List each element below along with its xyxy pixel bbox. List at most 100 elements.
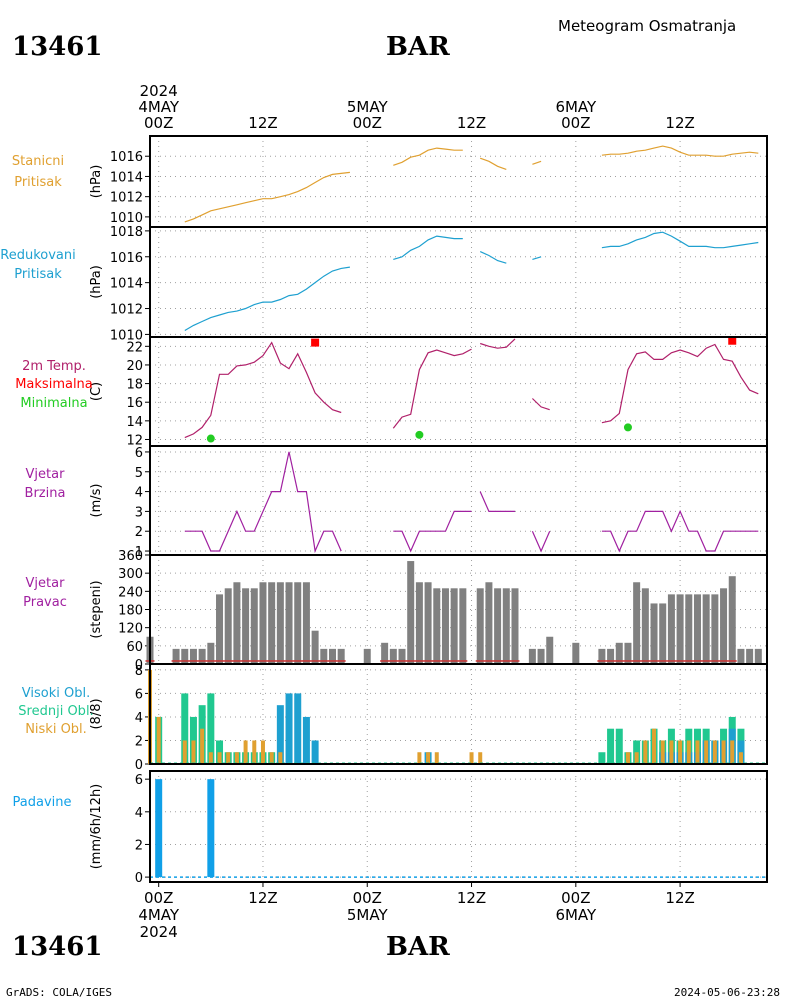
clouds-label: Niski Obl.	[25, 722, 87, 737]
cloud-bar-low	[469, 752, 474, 764]
bottom-time-label: 00Z	[353, 889, 382, 907]
wind-direction-ytick-label: 0	[135, 658, 143, 673]
tmin-marker	[206, 434, 215, 443]
reduced-pressure-ytick-label: 1016	[110, 251, 143, 266]
wind-direction-ytick-label: 240	[118, 585, 143, 600]
wind-speed-ytick-label: 2	[135, 525, 143, 540]
reduced-pressure-label: Redukovani	[0, 248, 75, 263]
wind-direction-bar	[615, 642, 623, 664]
cloud-bar-mid	[181, 693, 189, 764]
temperature-label: Minimalna	[20, 396, 87, 411]
wind-direction-bar	[337, 648, 345, 664]
wind-direction-bar	[607, 648, 615, 664]
wind-direction-bar	[650, 603, 658, 664]
cloud-bar-mid	[615, 728, 623, 764]
station-pressure-panel: 1010 1012 1014 1016 (hPa) Stanicni Pritisak	[12, 135, 768, 228]
cloud-bar-low	[200, 728, 205, 764]
cloud-bar-mid	[207, 693, 215, 764]
cloud-bar-low	[156, 716, 161, 764]
temperature-frame	[149, 336, 768, 447]
wind-direction-label: Vjetar	[26, 576, 66, 591]
cloud-bar-high	[294, 693, 302, 764]
station-name-top: BAR	[386, 32, 450, 62]
wind-direction-bar	[633, 582, 641, 664]
bottom-time-label: 12Z	[665, 889, 694, 907]
cloud-bar-low	[625, 752, 630, 764]
cloud-bar-low	[712, 740, 717, 764]
wind-direction-panel: 0 60 120 180 240 300 360 (stepeni) Vjetar Pravac	[23, 549, 768, 673]
cloud-bar-low	[695, 740, 700, 764]
wind-direction-bar	[433, 588, 441, 664]
wind-speed-ytick-label: 3	[135, 505, 143, 520]
wind-direction-bar	[476, 588, 484, 664]
top-time-label: 12Z	[457, 114, 486, 132]
timestamp-text: 2024-05-06-23:28	[674, 986, 780, 999]
reduced-pressure-ytick-label: 1018	[110, 225, 143, 240]
tmin-marker	[415, 430, 424, 439]
clouds-ytick-label: 0	[135, 758, 143, 773]
station-pressure-label: Stanicni	[12, 154, 64, 169]
station-pressure-label: Pritisak	[14, 175, 62, 190]
wind-speed-ytick-label: 5	[135, 466, 143, 481]
station-pressure-ytick-label: 1012	[110, 191, 143, 206]
wind-direction-bar	[667, 594, 675, 664]
cloud-bar-low	[730, 740, 735, 764]
wind-speed-label: Brzina	[25, 486, 66, 501]
wind-direction-bar	[276, 582, 284, 664]
cloud-bar-mid	[607, 728, 615, 764]
precip-bar	[207, 779, 215, 878]
cloud-bar-low	[243, 740, 248, 764]
cloud-bar-low	[686, 740, 691, 764]
wind-direction-bar	[250, 588, 258, 664]
wind-direction-bar	[328, 648, 336, 664]
temperature-ytick-label: 14	[126, 415, 143, 430]
wind-direction-bar	[494, 588, 502, 664]
top-time-label: 00Z	[144, 114, 173, 132]
station-pressure-ytick-label: 1014	[110, 170, 143, 185]
wind-direction-bar	[641, 588, 649, 664]
cloud-bar-mid	[598, 752, 606, 764]
wind-direction-bar	[441, 588, 449, 664]
wind-speed-panel: 1 2 3 4 5 6 (m/s) Vjetar Brzina	[25, 445, 768, 560]
bottom-time-label: 00Z	[144, 889, 173, 907]
temperature-panel: 12 14 16 18 20 22 (C)2m Temp. Maksimalna Minimal…	[15, 336, 768, 448]
cloud-bar-low	[738, 752, 743, 764]
clouds-label: Srednji Obl.	[18, 704, 93, 719]
wind-direction-bar	[424, 582, 432, 664]
cloud-bar-low	[191, 740, 196, 764]
wind-speed-frame	[149, 445, 768, 556]
wind-direction-bar	[737, 648, 745, 664]
tmin-marker	[623, 423, 632, 432]
credit-text: GrADS: COLA/IGES	[6, 986, 112, 999]
wind-direction-bar	[302, 582, 310, 664]
precipitation-ytick-label: 4	[135, 806, 143, 821]
wind-direction-bar	[485, 582, 493, 664]
wind-direction-bar	[268, 582, 276, 664]
cloud-bar-high	[285, 693, 293, 764]
top-time-label: 6MAY	[555, 98, 597, 116]
clouds-ylabel: (8/8)	[89, 698, 104, 729]
wind-direction-bar	[720, 588, 728, 664]
wind-direction-bar	[702, 594, 710, 664]
reduced-pressure-ytick-label: 1014	[110, 277, 143, 292]
wind-direction-bar	[189, 648, 197, 664]
cloud-bar-low	[252, 740, 257, 764]
precipitation-label: Padavine	[13, 795, 72, 810]
cloud-bar-high	[311, 740, 319, 764]
wind-direction-bar	[198, 648, 206, 664]
wind-direction-bar	[320, 648, 328, 664]
bottom-time-label: 2024	[140, 923, 178, 941]
cloud-bar-low	[260, 740, 265, 764]
reduced-pressure-frame	[149, 226, 768, 338]
temperature-label: 2m Temp.	[22, 359, 86, 374]
top-time-label: 00Z	[353, 114, 382, 132]
top-time-label: 4MAY	[138, 98, 180, 116]
cloud-bar-low	[660, 740, 665, 764]
clouds-ytick-label: 4	[135, 711, 143, 726]
wind-speed-series-line	[184, 451, 759, 554]
wind-direction-ytick-label: 120	[118, 622, 143, 637]
top-time-label: 12Z	[248, 114, 277, 132]
wind-direction-bar	[528, 648, 536, 664]
wind-direction-bar	[259, 582, 267, 664]
wind-direction-bar	[407, 561, 415, 664]
